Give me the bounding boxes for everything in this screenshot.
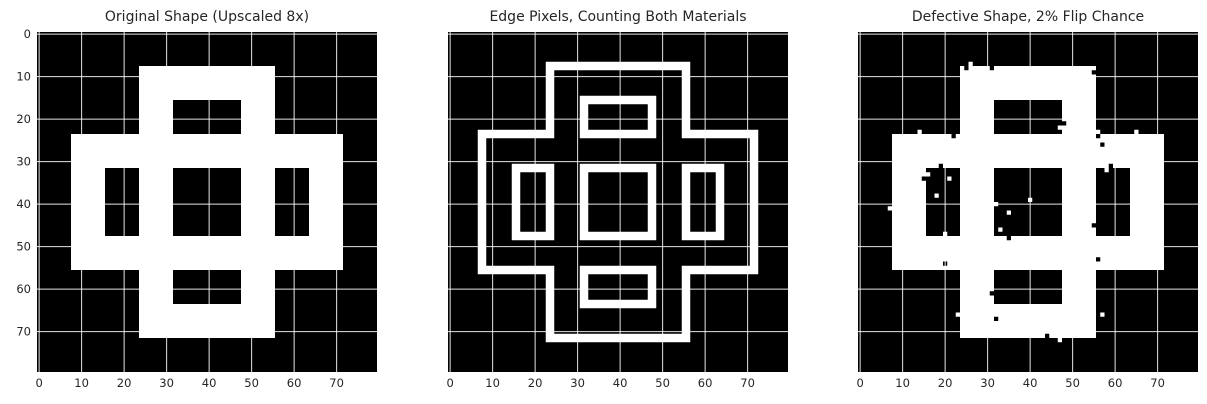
x-tick-label: 20 — [117, 376, 132, 390]
y-tick-label: 40 — [16, 197, 31, 211]
edge-outline-5 — [681, 163, 725, 241]
x-tick-label: 70 — [329, 376, 344, 390]
edge-outline-0 — [477, 61, 759, 343]
x-tick-label: 0 — [35, 376, 42, 390]
x-tick-label: 60 — [287, 376, 302, 390]
flipped-pixel-9 — [1134, 129, 1139, 134]
edge-outline-3 — [511, 163, 555, 241]
flipped-pixel-2 — [989, 66, 994, 71]
hole-region-4 — [1096, 168, 1130, 236]
flipped-pixel-25 — [1006, 236, 1011, 241]
y-tick-label: 50 — [16, 240, 31, 254]
x-tick-label: 50 — [655, 376, 670, 390]
flipped-pixel-21 — [1006, 210, 1011, 215]
hole-region-1 — [994, 270, 1062, 304]
y-tick-label: 10 — [16, 70, 31, 84]
hole-region-2 — [105, 168, 139, 236]
flipped-pixel-11 — [1100, 142, 1105, 147]
x-tick-label: 0 — [446, 376, 453, 390]
x-tick-label: 40 — [613, 376, 628, 390]
x-tick-label: 50 — [1065, 376, 1080, 390]
flipped-pixel-30 — [994, 316, 999, 321]
flipped-pixel-1 — [968, 61, 973, 66]
flipped-pixel-7 — [951, 134, 956, 139]
panel-title-defective: Defective Shape, 2% Flip Chance — [912, 9, 1144, 25]
flipped-pixel-18 — [934, 193, 939, 198]
flipped-pixel-17 — [947, 176, 952, 181]
edge-outline-1 — [579, 95, 657, 139]
flipped-pixel-28 — [989, 291, 994, 296]
x-tick-label: 10 — [485, 376, 500, 390]
flipped-pixel-29 — [955, 312, 960, 317]
flipped-pixel-31 — [1100, 312, 1105, 317]
flipped-pixel-10 — [1096, 134, 1101, 139]
panel-title-edges: Edge Pixels, Counting Both Materials — [489, 9, 746, 25]
flipped-pixel-15 — [1108, 163, 1113, 168]
edge-outline-4 — [579, 163, 657, 241]
x-tick-label: 20 — [528, 376, 543, 390]
x-tick-label: 30 — [980, 376, 995, 390]
x-tick-label: 70 — [1150, 376, 1165, 390]
y-tick-label: 60 — [16, 282, 31, 296]
panel-defective-shape: Defective Shape, 2% Flip Chance 0 10 20 30 4… — [856, 9, 1198, 390]
flipped-pixel-4 — [1062, 121, 1067, 126]
hole-region-4 — [275, 168, 309, 236]
flipped-pixel-33 — [1045, 333, 1050, 338]
panel-edge-pixels: Edge Pixels, Counting Both Materials 0 10… — [446, 9, 788, 390]
hole-region-2 — [926, 168, 960, 236]
flipped-pixel-12 — [938, 163, 943, 168]
panel-title-original: Original Shape (Upscaled 8x) — [105, 9, 309, 25]
edge-outline-2 — [579, 265, 657, 309]
x-tick-label: 60 — [698, 376, 713, 390]
hole-region-0 — [173, 100, 241, 134]
flipped-pixel-20 — [887, 206, 892, 211]
heatmap-background — [448, 32, 788, 372]
x-tick-label: 30 — [159, 376, 174, 390]
y-tick-label: 20 — [16, 112, 31, 126]
y-tick-label: 30 — [16, 155, 31, 169]
x-tick-label: 50 — [244, 376, 259, 390]
flipped-pixel-0 — [964, 66, 969, 71]
flipped-pixel-13 — [921, 176, 926, 181]
y-tick-label: 70 — [16, 325, 31, 339]
hole-region-0 — [994, 100, 1062, 134]
hole-region-3 — [173, 168, 241, 236]
x-tick-label: 10 — [74, 376, 89, 390]
flipped-pixel-5 — [1057, 125, 1062, 130]
x-tick-label: 40 — [202, 376, 217, 390]
x-tick-label: 70 — [740, 376, 755, 390]
flipped-pixel-6 — [1096, 129, 1101, 134]
x-tick-label: 10 — [895, 376, 910, 390]
x-tick-label: 40 — [1023, 376, 1038, 390]
flipped-pixel-16 — [1104, 168, 1109, 173]
flipped-pixel-14 — [926, 172, 931, 177]
flipped-pixel-3 — [1091, 70, 1096, 75]
x-tick-label: 20 — [938, 376, 953, 390]
flipped-pixel-23 — [998, 227, 1003, 232]
panel-original-shape: Original Shape (Upscaled 8x) 0 10 20 30 40 50… — [16, 9, 377, 390]
y-tick-label: 0 — [24, 27, 31, 41]
flipped-pixel-8 — [917, 129, 922, 134]
x-tick-label: 60 — [1108, 376, 1123, 390]
hole-region-1 — [173, 270, 241, 304]
flipped-pixel-32 — [1057, 338, 1062, 343]
flipped-pixel-22 — [1091, 223, 1096, 228]
flipped-pixel-27 — [1096, 257, 1101, 262]
x-tick-label: 30 — [570, 376, 585, 390]
x-tick-label: 0 — [856, 376, 863, 390]
